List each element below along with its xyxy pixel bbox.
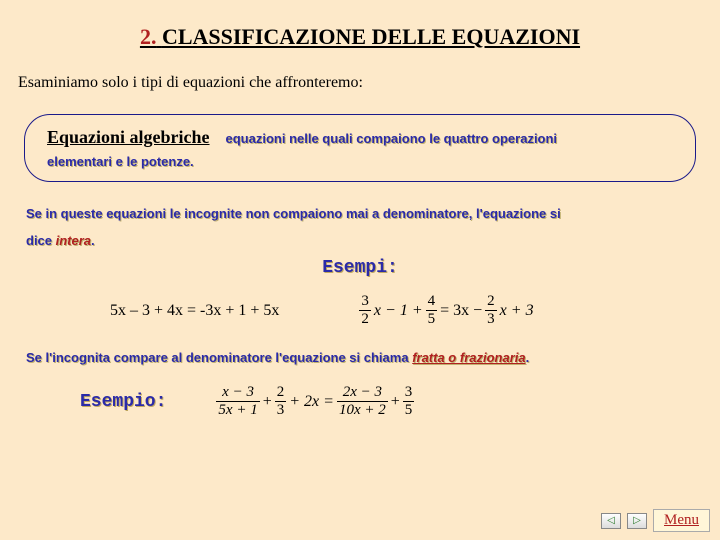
ex2-frac-4: 35 <box>403 385 415 418</box>
eq2-eq: = 3x − <box>440 302 482 320</box>
equation-3: x − 35x + 1 + 23 + 2x = 2x − 310x + 2 + … <box>216 385 414 418</box>
equation-1: 5x – 3 + 4x = -3x + 1 + 5x <box>110 302 279 320</box>
title-number: 2. <box>140 24 157 49</box>
menu-button[interactable]: Menu <box>653 509 710 532</box>
fraction-2: 45 <box>426 294 438 327</box>
esempi-label: Esempi: <box>0 258 720 278</box>
chevron-right-icon: ▷ <box>633 515 641 526</box>
nav-area: ◁ ▷ Menu <box>601 509 710 532</box>
para2-fratta: fratta o frazionaria <box>412 350 525 365</box>
para1-a: Se in queste equazioni le incognite non … <box>26 206 561 221</box>
eq2-mid1: x − 1 + <box>374 302 423 320</box>
intro-text: Esaminiamo solo i tipi di equazioni che … <box>18 74 702 92</box>
ex2-frac-3: 2x − 310x + 2 <box>337 385 388 418</box>
ex2-frac-2: 23 <box>275 385 287 418</box>
ex2-frac-1: x − 35x + 1 <box>216 385 259 418</box>
ex2-plus2: + <box>391 393 400 411</box>
paragraph-fratta: Se l'incognita compare al denominatore l… <box>26 349 694 367</box>
definition-text-2: elementari e le potenze. <box>47 154 677 169</box>
fraction-1: 32 <box>359 294 371 327</box>
title-text: CLASSIFICAZIONE DELLE EQUAZIONI <box>162 24 580 49</box>
prev-button[interactable]: ◁ <box>601 513 621 529</box>
ex2-plus1: + <box>263 393 272 411</box>
para2-dot: . <box>526 350 530 365</box>
eq2-end: x + 3 <box>500 302 534 320</box>
next-button[interactable]: ▷ <box>627 513 647 529</box>
examples-row: 5x – 3 + 4x = -3x + 1 + 5x 32 x − 1 + 45… <box>0 294 720 327</box>
menu-label: Menu <box>664 512 699 528</box>
para1-intera: intera <box>56 233 91 248</box>
esempio2-row: Esempio: x − 35x + 1 + 23 + 2x = 2x − 31… <box>80 385 720 418</box>
equation-2: 32 x − 1 + 45 = 3x − 23 x + 3 <box>359 294 533 327</box>
definition-text-1: equazioni nelle quali compaiono le quatt… <box>226 131 558 146</box>
page-title: 2. CLASSIFICAZIONE DELLE EQUAZIONI <box>0 0 720 50</box>
definition-heading: Equazioni algebriche <box>47 127 210 147</box>
para2-a: Se l'incognita compare al denominatore l… <box>26 350 412 365</box>
definition-line-1: Equazioni algebriche equazioni nelle qua… <box>47 127 677 148</box>
chevron-left-icon: ◁ <box>607 515 615 526</box>
esempio2-label: Esempio: <box>80 392 166 412</box>
paragraph-intera: Se in queste equazioni le incognite non … <box>26 200 694 254</box>
ex2-mid: + 2x = <box>289 393 334 411</box>
fraction-3: 23 <box>485 294 497 327</box>
para1-b: dice <box>26 233 56 248</box>
definition-box: Equazioni algebriche equazioni nelle qua… <box>24 114 696 182</box>
para1-dot: . <box>91 233 95 248</box>
